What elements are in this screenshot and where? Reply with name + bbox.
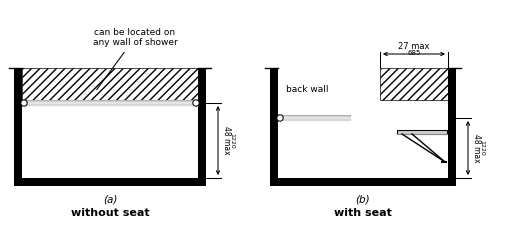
Text: (a): (a)	[103, 195, 117, 205]
Text: 1220: 1220	[229, 133, 234, 148]
Text: back wall: back wall	[286, 86, 328, 94]
Text: 685: 685	[408, 50, 421, 56]
Text: 48 max: 48 max	[222, 126, 231, 155]
Text: 48 max: 48 max	[472, 134, 481, 162]
Bar	[270, 68, 278, 186]
Circle shape	[277, 115, 283, 121]
Text: with seat: with seat	[334, 208, 392, 218]
Bar	[14, 68, 22, 186]
Circle shape	[21, 100, 27, 106]
Circle shape	[193, 100, 199, 106]
Text: 1220: 1220	[479, 140, 484, 156]
Bar	[270, 178, 456, 186]
Bar	[448, 68, 456, 186]
Text: 27 max: 27 max	[398, 42, 430, 51]
Bar	[14, 178, 206, 186]
Bar	[380, 68, 448, 100]
Bar	[198, 68, 206, 186]
Text: (b): (b)	[356, 195, 370, 205]
Bar	[397, 130, 447, 134]
Text: can be located on
any wall of shower: can be located on any wall of shower	[92, 28, 177, 90]
Text: without seat: without seat	[71, 208, 149, 218]
Bar	[22, 68, 198, 100]
